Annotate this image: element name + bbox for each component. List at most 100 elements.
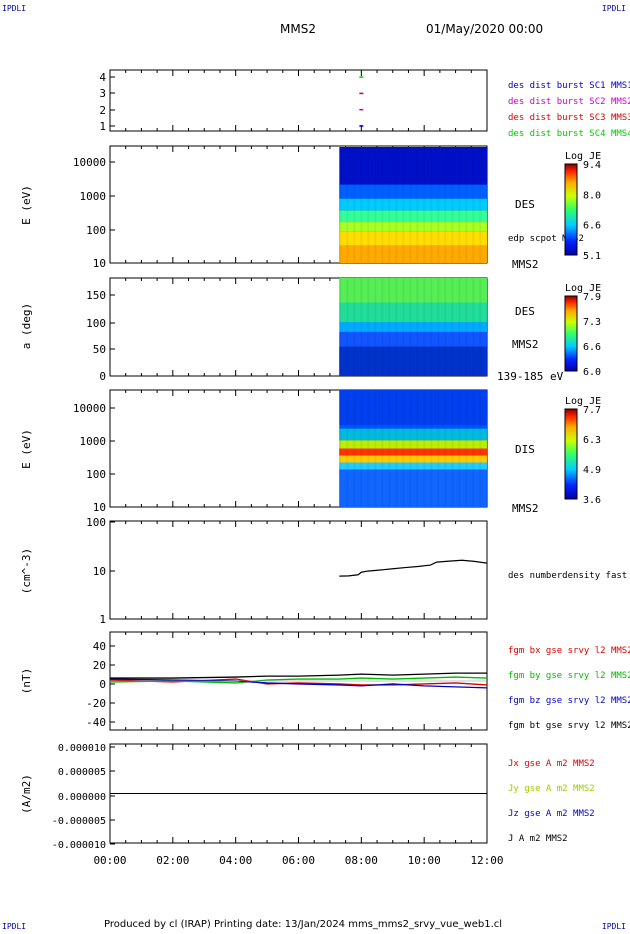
dis-energy-spectrogram-streak bbox=[423, 391, 426, 507]
panel-4-species-label: DIS bbox=[515, 443, 535, 456]
current-legend-3: Jz gse A m2 MMS2 bbox=[508, 809, 595, 819]
des-pitch-spectrogram-streak bbox=[409, 279, 412, 376]
panel-2-ytick-label: 10000 bbox=[73, 156, 106, 169]
bfield-line-1 bbox=[109, 678, 488, 686]
dis-energy-spectrogram-streak bbox=[339, 391, 342, 507]
panel-5-ytick-label: 1 bbox=[99, 613, 106, 626]
des-energy-spectrogram-streak bbox=[367, 147, 370, 263]
dis-energy-spectrogram-band bbox=[339, 462, 487, 470]
current-legend-2: Jy gse A m2 MMS2 bbox=[508, 784, 595, 794]
des-pitch-spectrogram-streak bbox=[416, 279, 419, 376]
panel-4-ytick-label: 10000 bbox=[73, 402, 106, 415]
des-energy-spectrogram-streak bbox=[479, 147, 482, 263]
colorbar-3 bbox=[564, 408, 578, 500]
des-pitch-spectrogram-streak bbox=[353, 279, 356, 376]
des-energy-spectrogram-band bbox=[339, 245, 487, 263]
panel-6-ytick-label: 40 bbox=[93, 640, 106, 653]
panel-3-ytick-label: 100 bbox=[86, 317, 106, 330]
panel-3-ytick-label: 0 bbox=[99, 370, 106, 383]
colorbar-1 bbox=[564, 163, 578, 256]
dis-energy-spectrogram-streak bbox=[381, 391, 384, 507]
dis-energy-spectrogram-streak bbox=[465, 391, 468, 507]
colorbar-3-title: Log JE bbox=[565, 396, 601, 407]
colorbar-2-tick: 6.6 bbox=[583, 342, 601, 353]
panel-3-label3: 139-185 eV bbox=[497, 370, 564, 383]
des-energy-spectrogram-streak bbox=[402, 147, 405, 263]
des-energy-spectrogram-streak bbox=[388, 147, 391, 263]
des-energy-spectrogram-streak bbox=[451, 147, 454, 263]
colorbar-1-tick: 6.6 bbox=[583, 221, 601, 232]
des-energy-spectrogram-streak bbox=[423, 147, 426, 263]
dis-energy-spectrogram-streak bbox=[416, 391, 419, 507]
des-pitch-spectrogram-streak bbox=[346, 279, 349, 376]
footer-credit: Produced by cl (IRAP) Printing date: 13/… bbox=[104, 919, 503, 930]
bfield-line-2 bbox=[109, 676, 488, 684]
panel-4-ylabel: E (eV) bbox=[20, 429, 33, 469]
corner-logo-br: IPDLI bbox=[601, 922, 626, 931]
dis-energy-spectrogram-streak bbox=[360, 391, 363, 507]
panel-4-label2: MMS2 bbox=[512, 502, 539, 515]
time-tick-label: 10:00 bbox=[408, 854, 441, 867]
panel-3-ytick-label: 50 bbox=[93, 343, 106, 356]
panel-3-ytick-label: 150 bbox=[86, 289, 106, 302]
des-pitch-spectrogram-streak bbox=[465, 279, 468, 376]
dis-energy-spectrogram-streak bbox=[486, 391, 489, 507]
bfield-legend-1: fgm bx gse srvy l2 MMS2 bbox=[508, 646, 630, 656]
dis-energy-spectrogram-streak bbox=[472, 391, 475, 507]
panel-6-ytick-label: -20 bbox=[86, 697, 106, 710]
des-pitch-spectrogram-streak bbox=[451, 279, 454, 376]
des-pitch-spectrogram-streak bbox=[458, 279, 461, 376]
dis-energy-spectrogram-streak bbox=[409, 391, 412, 507]
des-pitch-spectrogram-streak bbox=[360, 279, 363, 376]
panel-2-ylabel: E (eV) bbox=[20, 185, 33, 225]
dis-energy-spectrogram-band bbox=[339, 455, 487, 463]
panel-1-ytick-label: 1 bbox=[99, 120, 106, 133]
des-energy-spectrogram-streak bbox=[395, 147, 398, 263]
panel-7-ytick-label: 0.000000 bbox=[58, 792, 106, 803]
des-energy-spectrogram-streak bbox=[458, 147, 461, 263]
des-pitch-spectrogram-streak bbox=[472, 279, 475, 376]
dis-energy-spectrogram-streak bbox=[388, 391, 391, 507]
des-energy-spectrogram-streak bbox=[381, 147, 384, 263]
colorbar-2-tick: 6.0 bbox=[583, 367, 601, 378]
burst-legend-3: des dist burst SC3 MMS3 bbox=[508, 113, 630, 123]
dis-energy-spectrogram-streak bbox=[374, 391, 377, 507]
dis-energy-spectrogram-band bbox=[339, 440, 487, 450]
colorbar-1-tick: 9.4 bbox=[583, 160, 601, 171]
density-line bbox=[339, 559, 488, 577]
dis-energy-spectrogram-streak bbox=[479, 391, 482, 507]
panel-3-label2: MMS2 bbox=[512, 338, 539, 351]
des-pitch-spectrogram-streak bbox=[339, 279, 342, 376]
spacecraft-title: MMS2 bbox=[280, 22, 316, 36]
panel-3-ylabel: a (deg) bbox=[20, 303, 33, 349]
corner-logo-tr: IPDLI bbox=[601, 4, 626, 13]
time-tick-label: 06:00 bbox=[282, 854, 315, 867]
dis-energy-spectrogram-streak bbox=[451, 391, 454, 507]
dis-energy-spectrogram-streak bbox=[346, 391, 349, 507]
panel-1-ytick-label: 4 bbox=[99, 71, 106, 84]
panel-6-ytick-label: 0 bbox=[99, 678, 106, 691]
datetime-title: 01/May/2020 00:00 bbox=[426, 22, 544, 36]
dis-energy-spectrogram-streak bbox=[402, 391, 405, 507]
des-energy-spectrogram-band bbox=[339, 184, 487, 199]
dis-energy-spectrogram-streak bbox=[367, 391, 370, 507]
des-pitch-spectrogram-streak bbox=[423, 279, 426, 376]
des-energy-spectrogram-streak bbox=[339, 147, 342, 263]
des-energy-spectrogram-streak bbox=[360, 147, 363, 263]
burst-legend-1: des dist burst SC1 MMS1 bbox=[508, 81, 630, 91]
panel-5-ylabel: (cm^-3) bbox=[20, 548, 33, 594]
panel-6-ytick-label: 20 bbox=[93, 659, 106, 672]
des-energy-spectrogram-band bbox=[339, 222, 487, 232]
des-pitch-spectrogram-streak bbox=[388, 279, 391, 376]
density-legend: des numberdensity fast M bbox=[508, 571, 630, 581]
des-pitch-spectrogram-streak bbox=[395, 279, 398, 376]
time-tick-label: 02:00 bbox=[156, 854, 189, 867]
des-pitch-spectrogram-streak bbox=[381, 279, 384, 376]
dis-energy-spectrogram-band bbox=[339, 448, 487, 456]
colorbar-1-tick: 5.1 bbox=[583, 251, 601, 262]
panel-7-ytick-label: 0.000005 bbox=[58, 767, 106, 778]
colorbar-3-tick: 3.6 bbox=[583, 495, 601, 506]
panel-7-ytick-label: -0.000005 bbox=[52, 816, 106, 827]
bfield-line-3 bbox=[109, 678, 488, 689]
